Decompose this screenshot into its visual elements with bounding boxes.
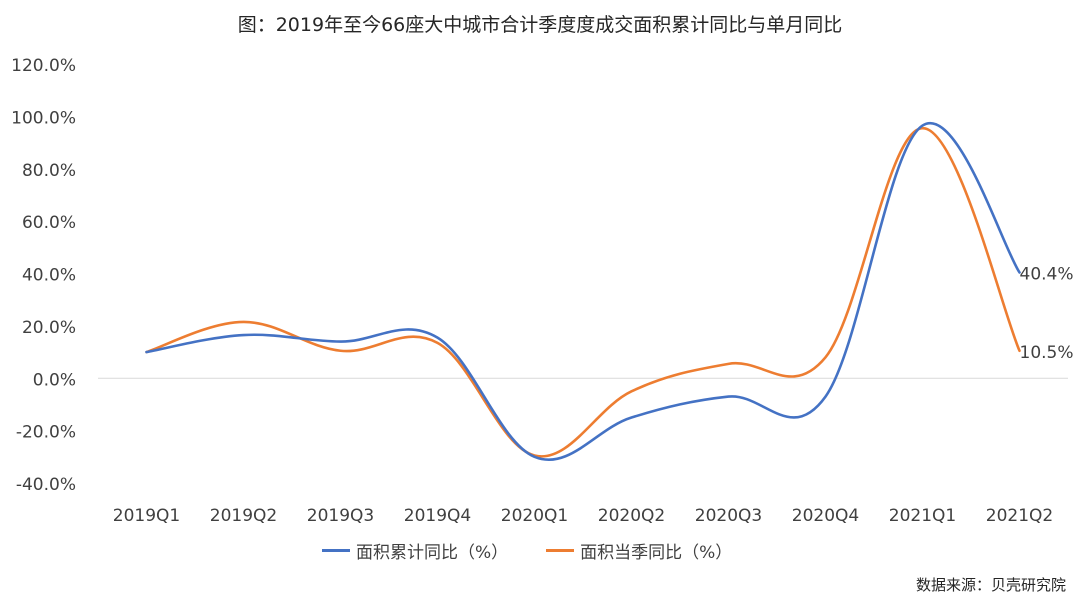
data-label-quarterly-end: 10.5%	[1020, 343, 1074, 363]
y-tick-label: 80.0%	[22, 161, 76, 181]
y-tick-label: 120.0%	[11, 56, 76, 76]
series-line-quarterly	[145, 126, 1021, 458]
y-tick-label: 20.0%	[22, 318, 76, 338]
x-tick-label: 2019Q2	[210, 506, 277, 526]
y-tick-label: -20.0%	[16, 423, 76, 443]
y-tick-label: 60.0%	[22, 213, 76, 233]
y-tick-label: 100.0%	[11, 108, 76, 128]
x-tick-label: 2021Q2	[986, 506, 1053, 526]
y-tick-label: 40.0%	[22, 266, 76, 286]
y-tick-label: 0.0%	[33, 370, 76, 390]
x-tick-label: 2021Q1	[889, 506, 956, 526]
legend-swatch-cumulative	[322, 549, 350, 552]
data-label-cumulative-end: 40.4%	[1020, 264, 1074, 284]
x-tick-label: 2019Q4	[404, 506, 471, 526]
x-tick-label: 2020Q3	[695, 506, 762, 526]
y-tick-label: -40.0%	[16, 475, 76, 495]
x-tick-label: 2020Q1	[501, 506, 568, 526]
legend: 面积累计同比（%） 面积当季同比（%）	[322, 538, 732, 563]
legend-label-quarterly: 面积当季同比（%）	[580, 543, 733, 563]
x-tick-label: 2019Q3	[307, 506, 374, 526]
source-note: 数据来源：贝壳研究院	[915, 576, 1066, 594]
series-line-cumulative	[145, 121, 1021, 461]
legend-swatch-quarterly	[546, 549, 575, 552]
legend-item-quarterly: 面积当季同比（%）	[546, 538, 732, 563]
x-tick-label: 2019Q1	[113, 506, 180, 526]
legend-item-cumulative: 面积累计同比（%）	[322, 538, 508, 563]
x-tick-label: 2020Q2	[598, 506, 665, 526]
legend-label-cumulative: 面积累计同比（%）	[356, 543, 509, 563]
chart-title: 图：2019年至今66座大中城市合计季度度成交面积累计同比与单月同比	[237, 14, 843, 36]
x-tick-label: 2020Q4	[792, 506, 859, 526]
